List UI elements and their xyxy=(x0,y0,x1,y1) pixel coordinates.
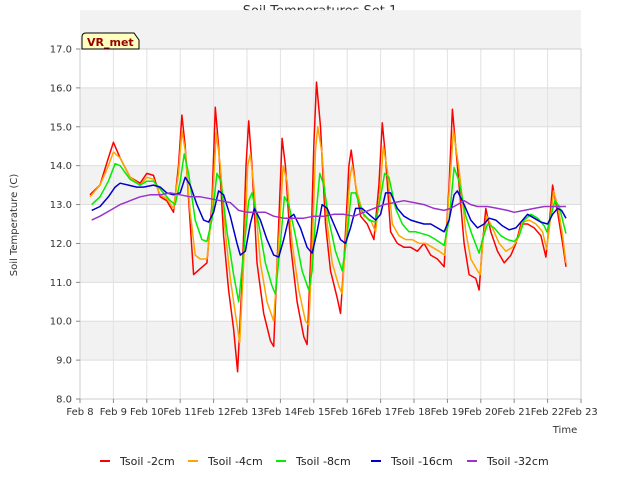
x-tick-label: Feb 15 xyxy=(297,407,331,418)
legend: Tsoil -2cm Tsoil -4cm Tsoil -8cm Tsoil -16c… xyxy=(100,455,549,468)
legend-label: Tsoil -2cm xyxy=(119,455,175,468)
legend-item: Tsoil -4cm xyxy=(188,455,263,468)
badge-label: VR_met xyxy=(87,36,134,49)
legend-label: Tsoil -4cm xyxy=(207,455,263,468)
x-tick-label: Feb 9 xyxy=(100,407,127,418)
band xyxy=(80,321,581,361)
series-line-tsoil-16cm xyxy=(91,176,567,258)
x-tick-label: Feb 23 xyxy=(564,407,598,418)
x-tick-label: Feb 11 xyxy=(163,407,197,418)
y-tick-label: 9.0 xyxy=(56,356,72,367)
legend-item: Tsoil -16cm xyxy=(371,455,453,468)
x-tick-label: Feb 22 xyxy=(531,407,565,418)
y-axis-label: Soil Temperature (C) xyxy=(9,174,20,277)
x-tick-label: Feb 20 xyxy=(464,407,498,418)
legend-item: Tsoil -2cm xyxy=(100,455,175,468)
x-tick-label: Feb 19 xyxy=(431,407,465,418)
y-tick-label: 10.0 xyxy=(50,317,72,328)
x-tick-label: Feb 10 xyxy=(130,407,164,418)
band xyxy=(80,87,581,127)
x-tick-label: Feb 12 xyxy=(197,407,231,418)
badge-background xyxy=(81,32,140,50)
y-tick-label: 16.0 xyxy=(50,83,72,94)
series-line-tsoil-4cm xyxy=(89,126,567,344)
x-tick-label: Feb 17 xyxy=(364,407,398,418)
legend-item: Tsoil -8cm xyxy=(276,455,351,468)
x-tick-label: Feb 13 xyxy=(230,407,264,418)
y-tick-label: 14.0 xyxy=(50,161,72,172)
series-lines xyxy=(89,81,567,373)
band xyxy=(80,10,581,49)
series-line-tsoil-2cm xyxy=(89,81,567,373)
y-tick-label: 12.0 xyxy=(50,239,72,250)
series-line-tsoil-8cm xyxy=(91,153,567,303)
legend-label: Tsoil -8cm xyxy=(295,455,351,468)
x-tick-label: Feb 8 xyxy=(66,407,93,418)
x-tick-label: Feb 14 xyxy=(264,407,298,418)
y-tick-label: 17.0 xyxy=(50,45,72,56)
plot-background xyxy=(80,10,581,399)
x-axis-label: Time xyxy=(552,425,577,436)
y-tick-label: 13.0 xyxy=(50,200,72,211)
y-tick-label: 8.0 xyxy=(56,395,72,406)
vr-met-badge: VR_met xyxy=(81,32,140,50)
x-axis-ticks: Feb 8 Feb 9 Feb 10 Feb 11 Feb 12 Feb 13 Feb 14… xyxy=(66,399,598,418)
y-axis-ticks: 8.0 9.0 10.0 11.0 12.0 13.0 14.0 15.0 16.0 17.0 xyxy=(50,45,80,406)
y-tick-label: 15.0 xyxy=(50,122,72,133)
legend-label: Tsoil -32cm xyxy=(486,455,549,468)
legend-label: Tsoil -16cm xyxy=(390,455,453,468)
x-tick-label: Feb 21 xyxy=(497,407,531,418)
series-line-tsoil-32cm xyxy=(91,192,566,221)
x-tick-label: Feb 18 xyxy=(397,407,431,418)
x-tick-label: Feb 16 xyxy=(330,407,364,418)
legend-item: Tsoil -32cm xyxy=(467,455,549,468)
plot-frame xyxy=(79,48,582,400)
y-tick-label: 11.0 xyxy=(50,278,72,289)
